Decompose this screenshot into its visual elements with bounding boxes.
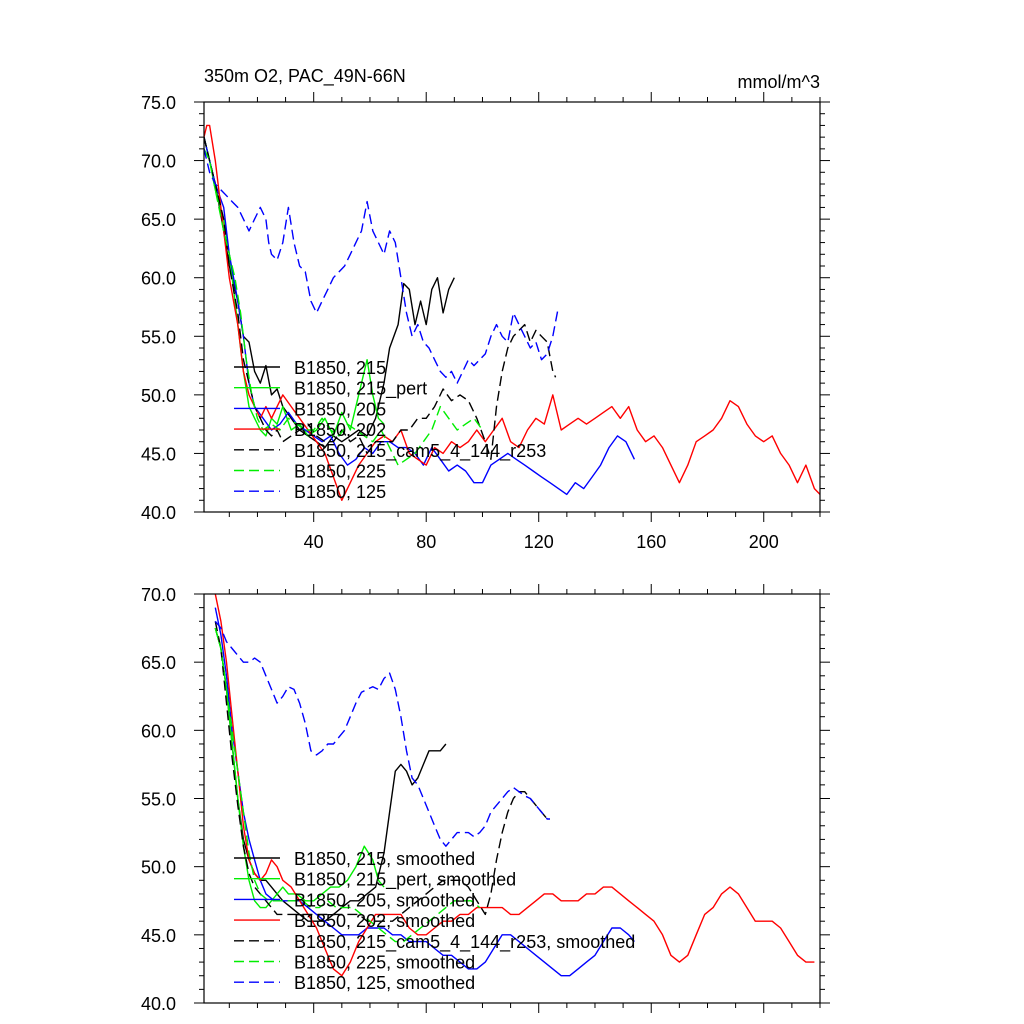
x-tick-label: 160	[636, 532, 666, 552]
y-tick-label: 40.0	[141, 994, 176, 1014]
y-tick-label: 50.0	[141, 386, 176, 406]
x-tick-label: 120	[524, 532, 554, 552]
series-line-7	[204, 148, 560, 384]
y-tick-label: 45.0	[141, 444, 176, 464]
series-line-5	[204, 136, 557, 460]
top-panel: 350m O2, PAC_49N-66N mmol/m^3 40 80 120 160…	[141, 66, 830, 552]
legend-label: B1850, 205, smoothed	[294, 890, 475, 910]
y-tick-label: 70.0	[141, 585, 176, 605]
legend-label: B1850, 215	[294, 358, 386, 378]
series-group	[204, 124, 820, 501]
y-tick-label: 65.0	[141, 653, 176, 673]
legend-label: B1850, 125, smoothed	[294, 973, 475, 993]
legend-label: B1850, 205	[294, 399, 386, 419]
units-label: mmol/m^3	[738, 72, 820, 92]
series-line-6	[214, 627, 481, 943]
y-tick-label: 50.0	[141, 858, 176, 878]
legend-label: B1850, 125	[294, 482, 386, 502]
series-line-4	[214, 594, 815, 977]
y-tick-label: 70.0	[141, 152, 176, 172]
series-line-3	[214, 607, 635, 977]
series-line-7	[214, 620, 550, 847]
series-group	[214, 594, 815, 977]
legend-label: B1850, 215_pert	[294, 379, 427, 400]
chart-title: 350m O2, PAC_49N-66N	[204, 66, 406, 87]
y-tick-label: 60.0	[141, 721, 176, 741]
y-tick-label: 45.0	[141, 926, 176, 946]
legend-label: B1850, 202, smoothed	[294, 911, 475, 931]
legend-label: B1850, 225	[294, 462, 386, 482]
y-tick-label: 60.0	[141, 269, 176, 289]
legend-label: B1850, 202	[294, 420, 386, 440]
series-line-2	[214, 627, 385, 909]
series-line-6	[204, 148, 484, 466]
legend-label: B1850, 215_pert, smoothed	[294, 870, 516, 891]
y-tick-label: 40.0	[141, 503, 176, 523]
x-tick-label: 80	[416, 532, 436, 552]
bottom-panel: 40.0 45.0 50.0 55.0 60.0 65.0 70.0 B1850, 215, …	[141, 584, 830, 1014]
y-tick-label: 55.0	[141, 327, 176, 347]
y-tick-label: 55.0	[141, 790, 176, 810]
legend-label: B1850, 215_cam5_4_144_r253, smoothed	[294, 932, 635, 953]
legend-label: B1850, 225, smoothed	[294, 953, 475, 973]
legend-label: B1850, 215, smoothed	[294, 849, 475, 869]
x-tick-label: 40	[304, 532, 324, 552]
y-tick-label: 65.0	[141, 210, 176, 230]
plot-frame	[203, 101, 821, 513]
y-tick-label: 75.0	[141, 93, 176, 113]
series-line-1	[204, 136, 455, 449]
x-tick-label: 200	[749, 532, 779, 552]
legend-label: B1850, 215_cam5_4_144_r253	[294, 441, 546, 462]
